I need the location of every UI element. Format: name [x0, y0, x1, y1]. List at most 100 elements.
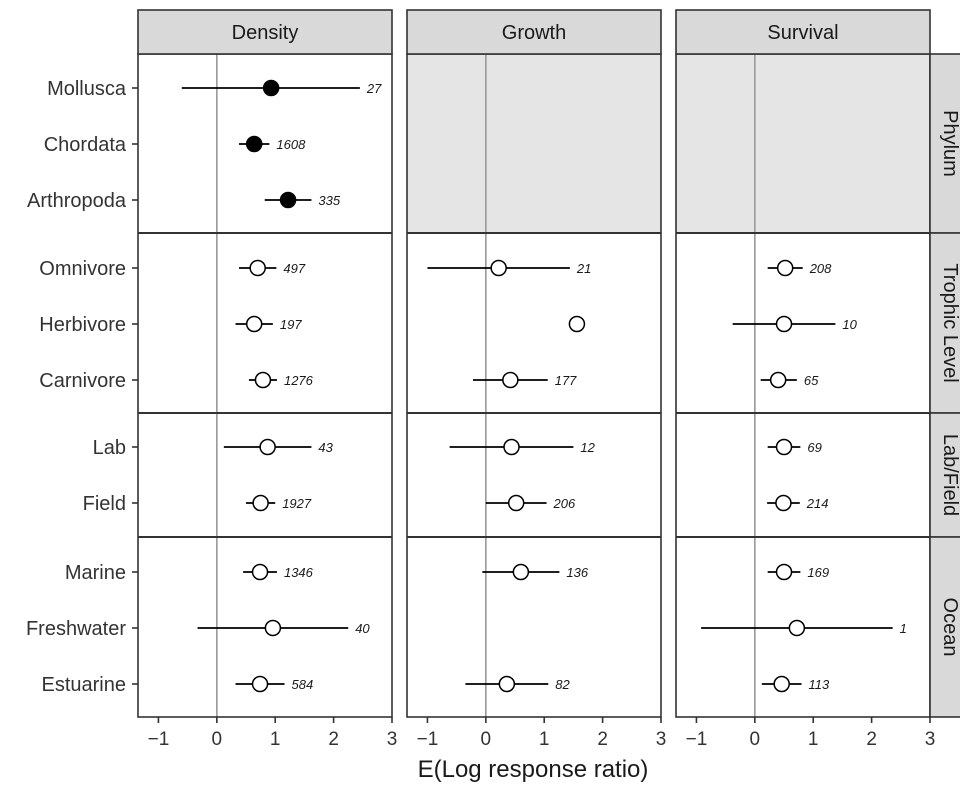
x-tick-label-density-4: 3	[387, 729, 398, 750]
point-density-chordata	[245, 135, 263, 153]
n-label-survival-herbivore: 10	[842, 317, 857, 332]
n-label-growth-omnivore: 21	[576, 261, 591, 276]
x-tick-label-growth-3: 2	[597, 729, 608, 750]
row-label-arthropoda: Arthropoda	[27, 190, 127, 212]
x-tick-label-survival-1: 0	[750, 729, 761, 750]
point-density-mollusca	[262, 79, 280, 97]
x-tick-label-density-1: 0	[212, 729, 223, 750]
n-label-density-marine: 1346	[284, 565, 314, 580]
n-label-density-mollusca: 27	[366, 81, 382, 96]
strip-trophic-level	[929, 232, 960, 414]
n-label-survival-omnivore: 208	[809, 261, 832, 276]
point-survival-freshwater	[788, 619, 806, 637]
x-tick-label-growth-0: −1	[417, 729, 439, 750]
row-label-chordata: Chordata	[44, 134, 127, 156]
x-axis-title: E(Log response ratio)	[418, 756, 649, 783]
n-label-growth-carnivore: 177	[555, 373, 577, 388]
n-label-survival-estuarine: 113	[809, 677, 830, 692]
row-label-omnivore: Omnivore	[39, 258, 126, 280]
point-survival-lab	[775, 438, 793, 456]
strip-survival	[675, 9, 931, 55]
point-survival-estuarine	[773, 675, 790, 693]
strip-phylum	[929, 53, 960, 234]
n-label-survival-freshwater: 1	[900, 621, 907, 636]
n-label-density-chordata: 1608	[276, 137, 306, 152]
point-growth-carnivore	[502, 371, 519, 389]
x-tick-label-growth-2: 1	[539, 729, 550, 750]
point-density-marine	[251, 563, 269, 581]
strip-label-ocean: Ocean	[939, 598, 960, 657]
n-label-survival-lab: 69	[807, 440, 821, 455]
point-growth-lab	[503, 438, 520, 456]
panel-growth-phylum	[407, 54, 661, 233]
point-growth-marine	[512, 563, 530, 581]
n-label-survival-field: 214	[806, 496, 829, 511]
reference-lines-layer	[216, 54, 756, 717]
n-label-density-omnivore: 497	[283, 261, 305, 276]
point-density-estuarine	[251, 675, 269, 693]
n-label-growth-lab: 12	[580, 440, 595, 455]
point-density-lab	[259, 438, 276, 456]
x-tick-label-density-2: 1	[270, 729, 281, 750]
point-survival-omnivore	[776, 259, 794, 277]
strip-label-growth: Growth	[502, 22, 566, 44]
point-survival-marine	[775, 563, 793, 581]
point-survival-field	[775, 494, 792, 512]
x-tick-label-growth-1: 0	[481, 729, 492, 750]
n-label-density-freshwater: 40	[355, 621, 370, 636]
strip-growth	[406, 9, 662, 55]
x-tick-label-survival-2: 1	[808, 729, 819, 750]
row-label-carnivore: Carnivore	[39, 370, 126, 392]
panel-growth-lab-field	[407, 413, 661, 537]
panel-density-lab-field	[138, 413, 392, 537]
point-growth-herbivore	[568, 315, 586, 333]
n-label-density-estuarine: 584	[292, 677, 314, 692]
point-density-herbivore	[245, 315, 263, 333]
point-growth-estuarine	[498, 675, 516, 693]
n-label-growth-estuarine: 82	[555, 677, 570, 692]
row-label-lab: Lab	[93, 437, 126, 459]
x-tick-label-survival-4: 3	[925, 729, 936, 750]
row-label-estuarine: Estuarine	[42, 674, 127, 696]
n-label-survival-marine: 169	[807, 565, 829, 580]
n-label-growth-marine: 136	[566, 565, 588, 580]
point-density-freshwater	[264, 619, 282, 637]
row-label-herbivore: Herbivore	[39, 314, 126, 336]
strip-ocean	[929, 536, 960, 718]
strip-label-lab-field: Lab/Field	[939, 434, 960, 516]
strip-density	[137, 9, 393, 55]
point-growth-field	[507, 494, 525, 512]
point-density-arthropoda	[279, 191, 297, 209]
n-label-density-field: 1927	[282, 496, 312, 511]
strips-layer: Density Growth Survival Phylum Trophic Level…	[137, 9, 960, 718]
x-tick-label-growth-4: 3	[656, 729, 667, 750]
x-tick-label-survival-0: −1	[686, 729, 708, 750]
point-growth-omnivore	[490, 259, 507, 277]
panel-survival-trophic-level	[676, 233, 930, 413]
x-tick-label-density-0: −1	[148, 729, 170, 750]
point-density-carnivore	[254, 371, 272, 389]
panel-survival-phylum	[676, 54, 930, 233]
panel-growth-trophic-level	[407, 233, 661, 413]
strip-label-survival: Survival	[767, 22, 838, 44]
n-label-survival-carnivore: 65	[804, 373, 819, 388]
marks-layer	[181, 79, 893, 693]
n-label-growth-field: 206	[553, 496, 576, 511]
x-tick-label-density-3: 2	[328, 729, 339, 750]
strip-label-phylum: Phylum	[939, 110, 960, 177]
row-label-field: Field	[83, 493, 126, 515]
n-label-density-lab: 43	[318, 440, 333, 455]
point-survival-herbivore	[775, 315, 793, 333]
panel-survival-lab-field	[676, 413, 930, 537]
point-density-field	[252, 494, 269, 512]
strip-label-density: Density	[232, 22, 299, 44]
x-tick-label-survival-3: 2	[866, 729, 877, 750]
point-survival-carnivore	[769, 371, 787, 389]
panels-layer	[138, 54, 930, 717]
row-label-freshwater: Freshwater	[26, 618, 126, 640]
n-label-density-carnivore: 1276	[284, 373, 314, 388]
labels-layer: 2716083354971971276431927134640584211771…	[26, 78, 935, 750]
n-label-density-arthropoda: 335	[318, 193, 340, 208]
row-label-mollusca: Mollusca	[47, 78, 127, 100]
